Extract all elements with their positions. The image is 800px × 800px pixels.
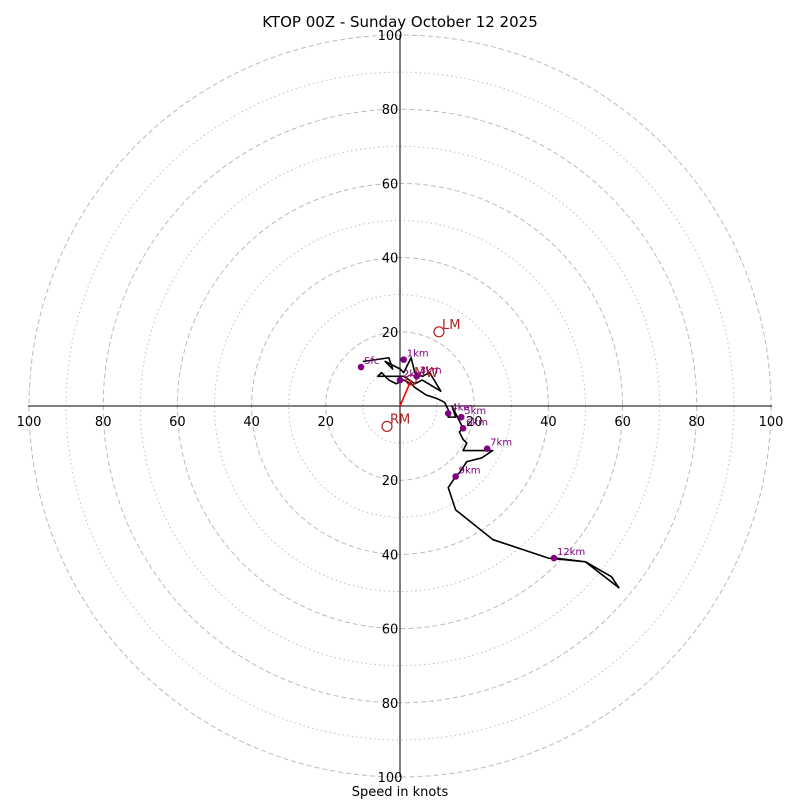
height-label-4km: 4km bbox=[451, 402, 473, 413]
height-point-7km bbox=[483, 445, 491, 452]
tick-label-bottom: 80 bbox=[382, 697, 399, 712]
height-point-12km bbox=[550, 554, 558, 562]
height-label-7km: 7km bbox=[490, 438, 512, 449]
height-point-2km bbox=[396, 376, 404, 384]
tick-label-top: 80 bbox=[382, 103, 399, 118]
hodograph-line bbox=[362, 356, 620, 589]
tick-label-top: 60 bbox=[382, 177, 399, 192]
height-label-5km: 5km bbox=[464, 406, 486, 417]
tick-label-right: 40 bbox=[540, 415, 557, 430]
tick-label-right: 100 bbox=[759, 415, 784, 430]
height-label-3km: 3km bbox=[420, 365, 442, 376]
height-point-1km bbox=[400, 356, 408, 363]
tick-label-right: 60 bbox=[614, 415, 631, 430]
motion-marker-mw bbox=[405, 374, 417, 386]
tick-label-left: 20 bbox=[318, 415, 335, 430]
tick-label-left: 60 bbox=[169, 415, 186, 430]
height-point-3km bbox=[413, 373, 420, 380]
height-point-9km bbox=[452, 473, 459, 480]
tick-label-left: 40 bbox=[243, 415, 260, 430]
tick-label-bottom: 40 bbox=[382, 548, 399, 563]
height-label-6km: 6km bbox=[466, 417, 488, 428]
height-label-9km: 9km bbox=[459, 465, 481, 476]
tick-label-bottom: 100 bbox=[378, 771, 403, 786]
tick-label-left: 100 bbox=[17, 415, 42, 430]
tick-label-right: 20 bbox=[466, 415, 483, 430]
tick-label-top: 40 bbox=[382, 252, 399, 267]
height-point-6km bbox=[459, 424, 467, 432]
tick-label-right: 80 bbox=[689, 415, 706, 430]
tick-labels: 20 40 60 80 100 100 80 60 40 20 100 80 60 40 20 20 40 60 8… bbox=[17, 29, 784, 786]
x-axis-label: Speed in knots bbox=[352, 785, 449, 800]
hodograph-trace bbox=[362, 356, 620, 589]
height-point-5km bbox=[457, 413, 465, 421]
height-label-12km: 12km bbox=[557, 547, 585, 558]
height-point-4km bbox=[444, 410, 452, 417]
tick-label-bottom: 60 bbox=[382, 623, 399, 638]
tick-label-top: 20 bbox=[382, 326, 399, 341]
height-point-sfc bbox=[357, 363, 365, 371]
storm-motion-markers: LM RM MW bbox=[381, 318, 460, 433]
motion-label-lm: LM bbox=[442, 318, 460, 333]
tick-label-bottom: 20 bbox=[382, 474, 399, 489]
motion-marker-lm bbox=[433, 326, 445, 338]
motion-label-mw: MW bbox=[414, 366, 438, 381]
tick-label-left: 80 bbox=[95, 415, 112, 430]
chart-title: KTOP 00Z - Sunday October 12 2025 bbox=[262, 13, 538, 31]
shear-vector-line bbox=[399, 379, 412, 407]
height-label-sfc: Sfc bbox=[364, 356, 379, 367]
height-label-1km: 1km bbox=[407, 349, 429, 360]
motion-marker-rm bbox=[381, 420, 393, 433]
motion-label-rm: RM bbox=[390, 412, 410, 427]
tick-label-top: 100 bbox=[378, 29, 403, 44]
height-points: Sfc1km2km3km4km5km6km7km9km12km bbox=[357, 349, 585, 562]
